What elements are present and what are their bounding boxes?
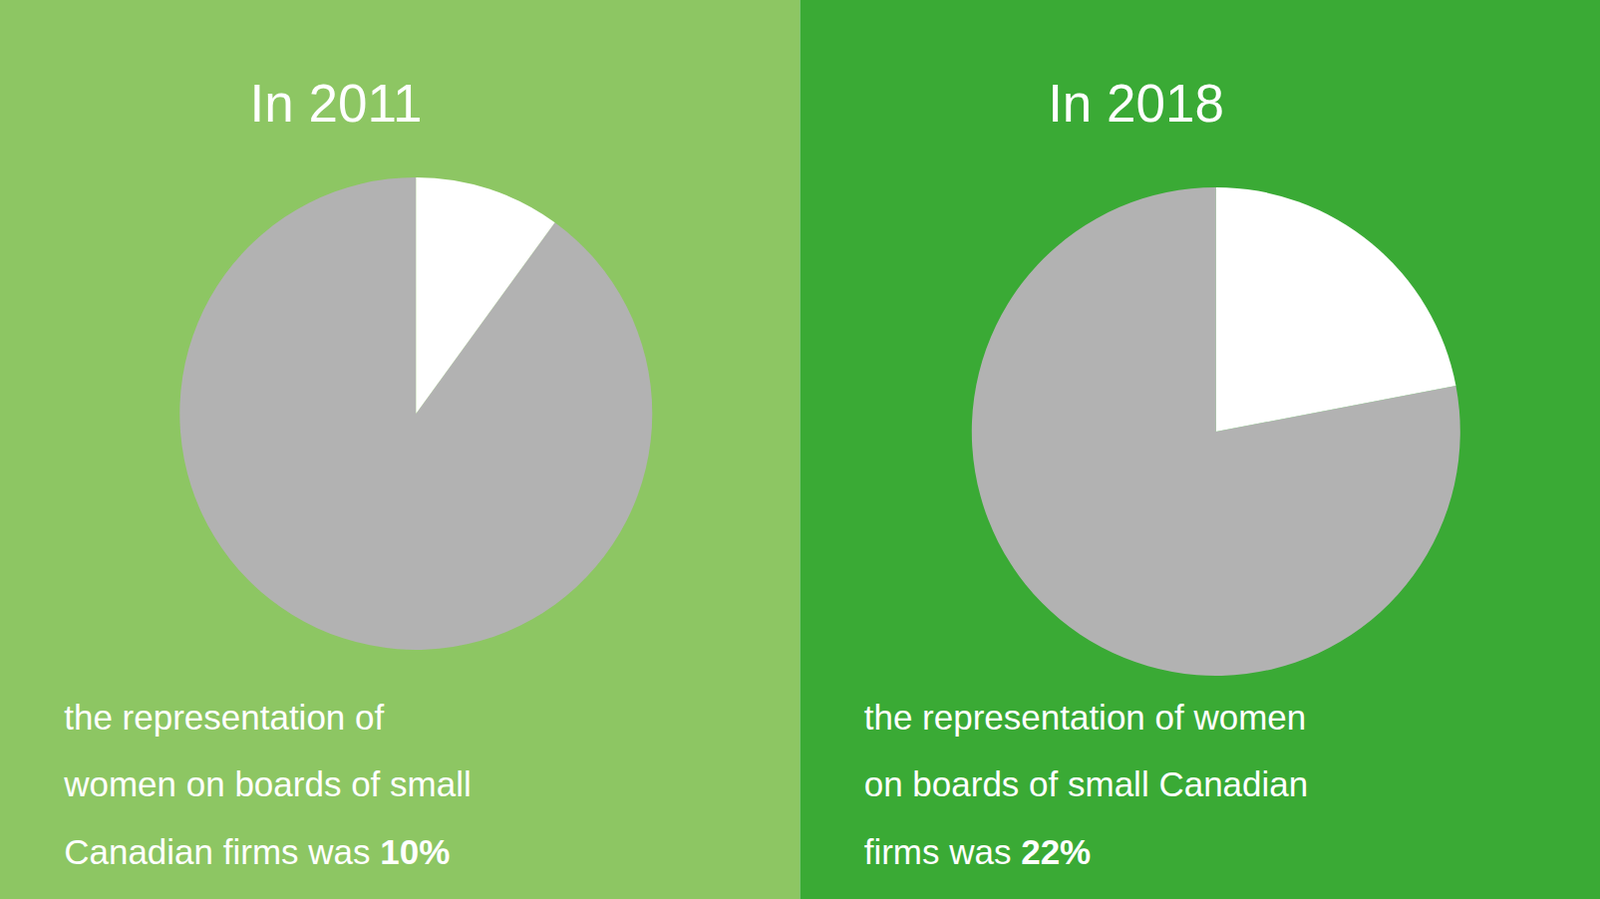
pie-slice <box>415 177 555 414</box>
title: In 2018 <box>1047 73 1225 133</box>
panel: In 2011 the representation of women on boa… <box>0 0 801 899</box>
caption-line: the representation of women <box>864 697 1307 737</box>
caption-text: women on boards of small <box>62 764 472 804</box>
caption-text: on boards of small Canadian <box>864 764 1309 804</box>
pie <box>179 177 652 650</box>
caption-line: on boards of small Canadian <box>864 764 1309 804</box>
chart-root: In 2011 the representation of women on boa… <box>0 0 1600 899</box>
caption-line: women on boards of small <box>62 764 472 804</box>
panel-background <box>800 0 1600 899</box>
caption-text: the representation of women <box>864 697 1307 737</box>
caption-text: firms was <box>864 832 1021 872</box>
caption-highlight: 22% <box>1020 832 1091 872</box>
caption-line: Canadian firms was 10% <box>63 832 450 872</box>
panel: In 2018 the representation of women on boa… <box>800 0 1600 899</box>
pie-slice <box>179 177 652 650</box>
pie-slice <box>1216 187 1457 432</box>
caption-text: the representation of <box>63 697 384 737</box>
pie-slice <box>971 187 1461 676</box>
panel-background <box>0 0 801 899</box>
caption-line: firms was 22% <box>864 832 1092 872</box>
caption-line: the representation of <box>63 697 384 737</box>
pie <box>971 187 1461 676</box>
title: In 2011 <box>250 73 423 133</box>
caption-highlight: 10% <box>379 832 450 872</box>
caption-text: Canadian firms was <box>63 832 380 872</box>
